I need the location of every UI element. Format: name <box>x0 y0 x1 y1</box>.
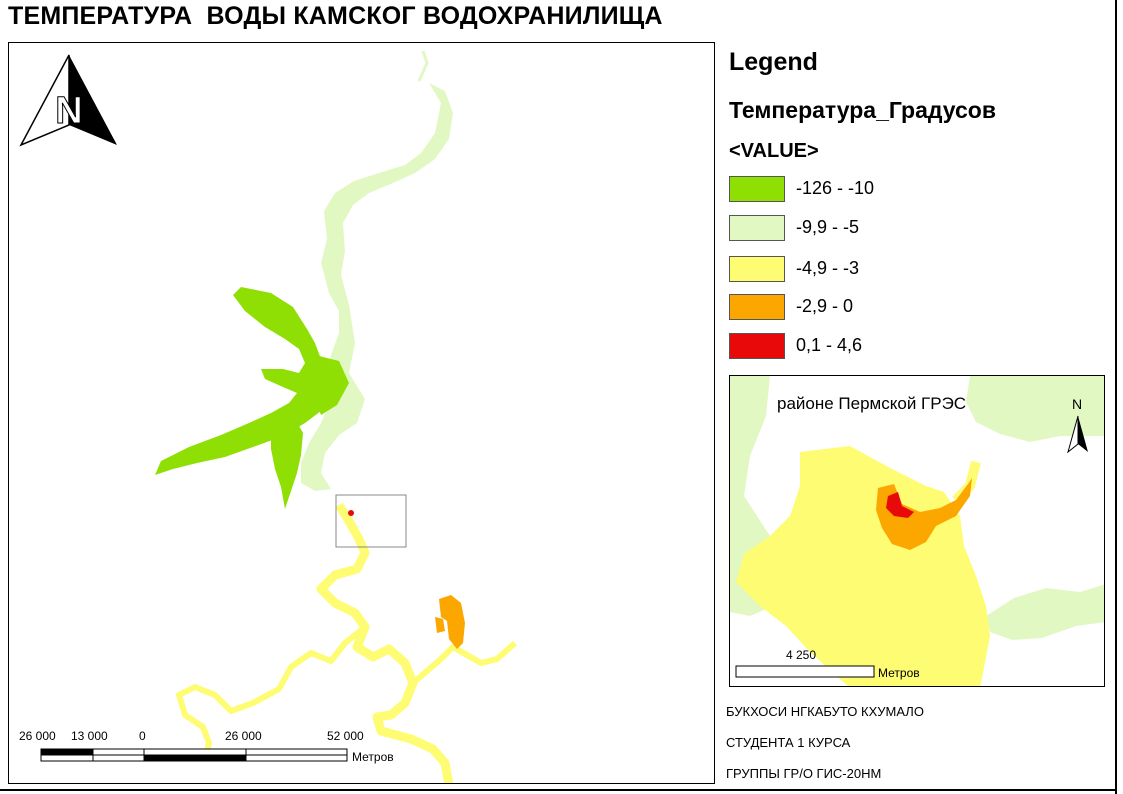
inset-scale-value: 4 250 <box>786 648 817 662</box>
page-title: ТЕМПЕРАТУРА ВОДЫ КАМСКОГ ВОДОХРАНИЛИЩА <box>8 2 663 30</box>
orange-zone-small <box>435 617 445 633</box>
river-yellow-east <box>411 640 517 686</box>
inset-north-label: N <box>1072 396 1083 412</box>
inset-orange-plume <box>876 478 972 550</box>
inset-scale-bar <box>735 665 875 678</box>
legend-swatch <box>729 256 785 282</box>
legend-swatch <box>729 215 785 241</box>
scale-units: Метров <box>352 750 394 764</box>
page-border-right <box>1115 0 1117 794</box>
river-yellow-west <box>176 624 367 760</box>
main-map-canvas: N <box>19 50 517 783</box>
orange-zone <box>439 595 465 649</box>
red-hotspot <box>348 510 354 516</box>
scale-tick-3: 26 000 <box>225 729 262 743</box>
legend-value-header: <VALUE> <box>729 140 819 162</box>
author-name: БУКХОСИ НГКАБУТО КХУМАЛО <box>726 704 924 719</box>
upper-tributary <box>417 50 429 82</box>
main-scale-bar <box>40 748 348 762</box>
reservoir-upper-pale <box>301 83 453 491</box>
legend-label: -126 - -10 <box>796 178 875 198</box>
legend-title: Legend <box>729 48 818 76</box>
reservoir-center-green <box>313 355 349 415</box>
legend-swatch <box>729 294 785 320</box>
north-arrow-icon: N <box>19 54 117 147</box>
scale-tick-2: 0 <box>139 729 146 743</box>
inset-yellow-water <box>736 446 990 686</box>
inset-red-spot <box>886 492 914 518</box>
reservoir-west-arm <box>155 287 329 475</box>
inset-title: районе Пермской ГРЭС <box>777 394 967 413</box>
legend-label: -4,9 - -3 <box>796 258 860 278</box>
legend-label: 0,1 - 4,6 <box>796 335 863 355</box>
scale-tick-1: 13 000 <box>71 729 108 743</box>
legend-field-name: Температура_Градусов <box>729 97 996 123</box>
inset-map-canvas <box>730 376 1104 686</box>
scale-tick-4: 52 000 <box>327 729 364 743</box>
legend-swatch <box>729 176 785 202</box>
legend-swatch <box>729 333 785 359</box>
group-line: ГРУППЫ ГР/О ГИС-20НМ <box>726 766 882 781</box>
inset-map[interactable]: районе Пермской ГРЭС N 4 250 Метров <box>729 375 1105 687</box>
student-line: СТУДЕНТА 1 КУРСА <box>726 735 851 750</box>
inset-north-arrow-icon <box>1067 415 1088 454</box>
inset-scale-units: Метров <box>878 666 920 680</box>
inset-extent-box <box>335 494 407 548</box>
reservoir-south-arm <box>271 415 303 509</box>
river-yellow <box>316 502 454 783</box>
legend-label: -9,9 - -5 <box>796 217 860 237</box>
page-border-bottom <box>0 789 1117 791</box>
legend-label: -2,9 - 0 <box>796 296 854 316</box>
svg-text:N: N <box>55 90 82 132</box>
main-map[interactable]: N 26 000 13 000 0 26 000 52 000 Метров <box>8 42 715 784</box>
inset-pale-se <box>986 584 1104 640</box>
scale-tick-0: 26 000 <box>19 729 56 743</box>
inset-pale-ne <box>966 376 1104 442</box>
